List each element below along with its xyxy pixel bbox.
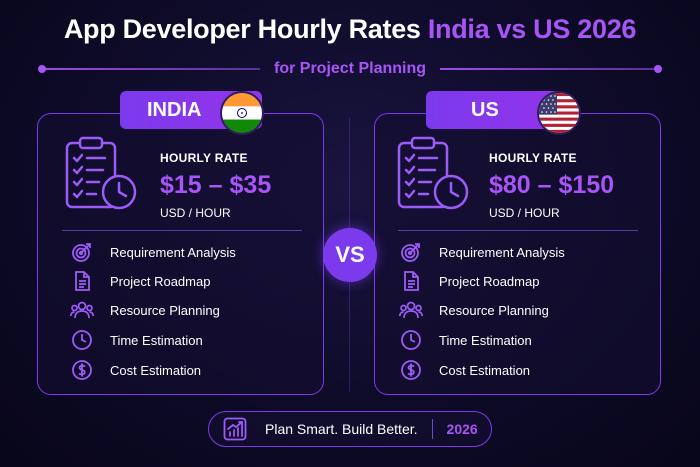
us-feature-resource-planning: Resource Planning (399, 298, 549, 322)
team-icon (70, 298, 94, 322)
us-rate-value: $80 – $150 (489, 171, 615, 199)
india-feature-cost-estimation: Cost Estimation (70, 358, 201, 382)
india-rate-unit: USD / HOUR (160, 206, 231, 220)
us-rate-unit: USD / HOUR (489, 206, 560, 220)
us-country-label: US (471, 98, 499, 121)
feature-label: Project Roadmap (439, 273, 540, 289)
india-feature-requirement-analysis: Requirement Analysis (70, 240, 236, 264)
team-icon (399, 298, 423, 322)
clipboard-clock-icon (65, 136, 137, 210)
title-main: App Developer Hourly Rates (63, 14, 428, 44)
us-divider (398, 230, 638, 231)
us-feature-project-roadmap: Project Roadmap (399, 269, 539, 293)
clock-icon (70, 328, 94, 352)
india-feature-resource-planning: Resource Planning (70, 298, 220, 322)
feature-label: Resource Planning (110, 302, 220, 318)
subtitle-line-right (440, 65, 663, 73)
us-feature-requirement-analysis: Requirement Analysis (399, 240, 565, 264)
dollar-icon (399, 358, 423, 382)
footer-tagline: Plan Smart. Build Better. (265, 421, 418, 437)
india-rate-value: $15 – $35 (160, 171, 272, 199)
india-country-label: INDIA (147, 98, 202, 121)
india-feature-project-roadmap: Project Roadmap (70, 269, 210, 293)
document-icon (70, 269, 94, 293)
feature-label: Time Estimation (110, 332, 203, 348)
feature-label: Resource Planning (439, 302, 549, 318)
us-feature-time-estimation: Time Estimation (399, 328, 532, 352)
us-feature-cost-estimation: Cost Estimation (399, 358, 530, 382)
india-rate-label: HOURLY RATE (160, 151, 248, 165)
us-flag-icon (537, 91, 581, 135)
us-panel (374, 113, 661, 395)
clock-icon (399, 328, 423, 352)
document-icon (399, 269, 423, 293)
title-highlight: India vs US 2026 (427, 14, 637, 44)
footer-separator (431, 419, 433, 439)
vs-badge: VS (323, 228, 377, 282)
feature-label: Cost Estimation (439, 362, 531, 378)
subtitle-row: for Project Planning (38, 58, 663, 80)
chart-growth-icon (223, 417, 247, 441)
india-divider (62, 230, 302, 231)
clipboard-clock-icon (397, 136, 469, 210)
india-feature-time-estimation: Time Estimation (70, 328, 203, 352)
subtitle: for Project Planning (274, 60, 427, 77)
target-icon (70, 240, 94, 264)
footer-year: 2026 (446, 421, 478, 437)
page-title: App Developer Hourly Rates India vs US 2… (0, 14, 700, 45)
footer-pill: Plan Smart. Build Better. 2026 (208, 411, 492, 447)
subtitle-line-left (38, 65, 260, 73)
feature-label: Requirement Analysis (110, 244, 236, 260)
us-rate-label: HOURLY RATE (489, 151, 577, 165)
feature-label: Cost Estimation (110, 362, 202, 378)
feature-label: Requirement Analysis (439, 244, 565, 260)
feature-label: Time Estimation (439, 332, 532, 348)
dollar-icon (70, 358, 94, 382)
target-icon (399, 240, 423, 264)
india-flag-icon (220, 91, 264, 135)
feature-label: Project Roadmap (110, 273, 211, 289)
